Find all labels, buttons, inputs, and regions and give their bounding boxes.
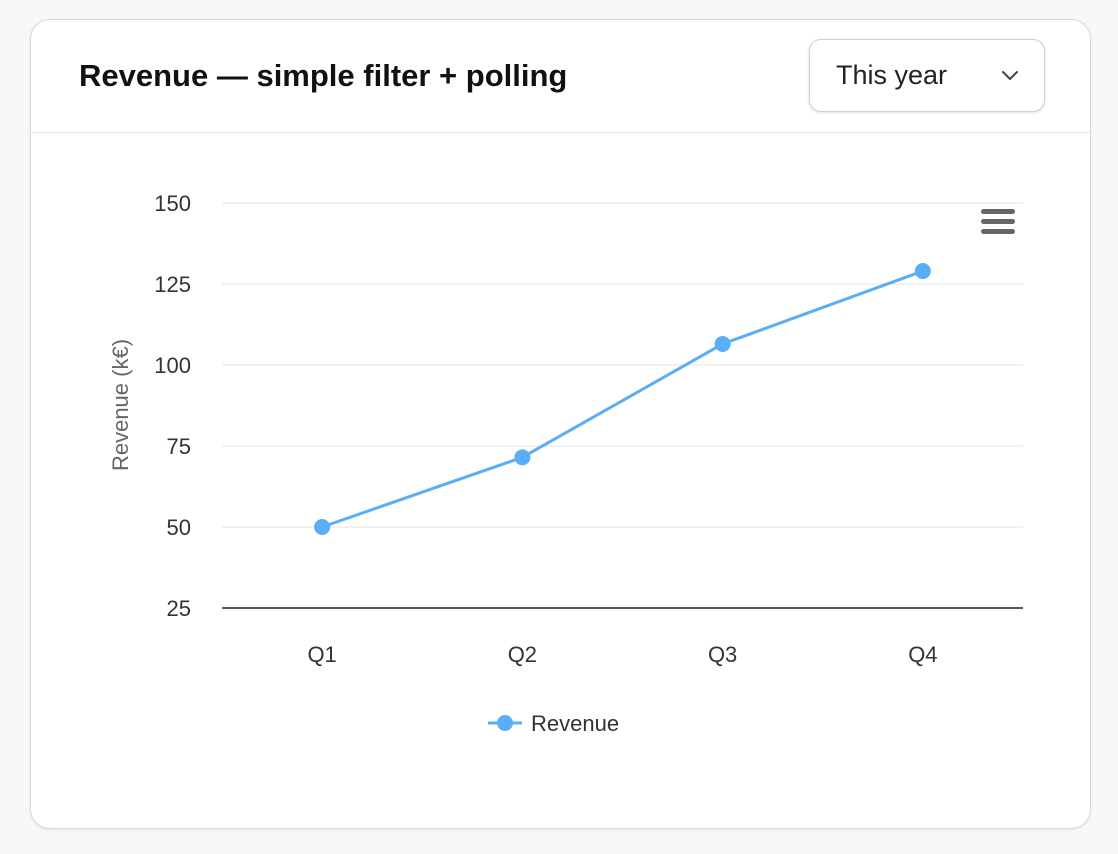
card-header: Revenue — simple filter + polling This y… <box>31 20 1090 133</box>
x-tick-label: Q3 <box>708 642 737 667</box>
y-axis-label: Revenue (k€) <box>108 339 133 471</box>
period-filter-select[interactable]: This year <box>809 39 1045 112</box>
x-tick-label: Q4 <box>908 642 937 667</box>
data-point[interactable] <box>314 519 331 535</box>
data-point[interactable] <box>914 263 931 280</box>
hamburger-menu-icon[interactable] <box>980 208 1016 236</box>
x-tick-label: Q1 <box>307 642 336 667</box>
series-layer <box>314 263 931 535</box>
y-tick-label: 100 <box>154 353 191 378</box>
data-point[interactable] <box>714 335 731 352</box>
grid-lines <box>222 202 1023 609</box>
y-tick-label: 75 <box>167 434 191 459</box>
chart-card: Revenue — simple filter + polling This y… <box>30 19 1091 829</box>
legend[interactable]: Revenue <box>488 711 619 736</box>
legend-label: Revenue <box>531 711 619 736</box>
y-tick-label: 25 <box>167 596 191 621</box>
y-tick-label: 125 <box>154 272 191 297</box>
legend-point-marker <box>497 715 513 731</box>
card-title: Revenue — simple filter + polling <box>79 58 568 93</box>
y-tick-label: 150 <box>154 191 191 216</box>
series-line <box>320 269 925 529</box>
data-point[interactable] <box>514 449 531 466</box>
chevron-down-icon <box>1002 71 1018 80</box>
x-axis-ticks: Q1 Q2 Q3 Q4 <box>307 642 937 667</box>
x-tick-label: Q2 <box>508 642 537 667</box>
period-filter-value: This year <box>836 60 948 90</box>
y-tick-label: 50 <box>167 515 191 540</box>
y-axis-ticks: 25 50 75 100 125 150 <box>154 191 191 621</box>
